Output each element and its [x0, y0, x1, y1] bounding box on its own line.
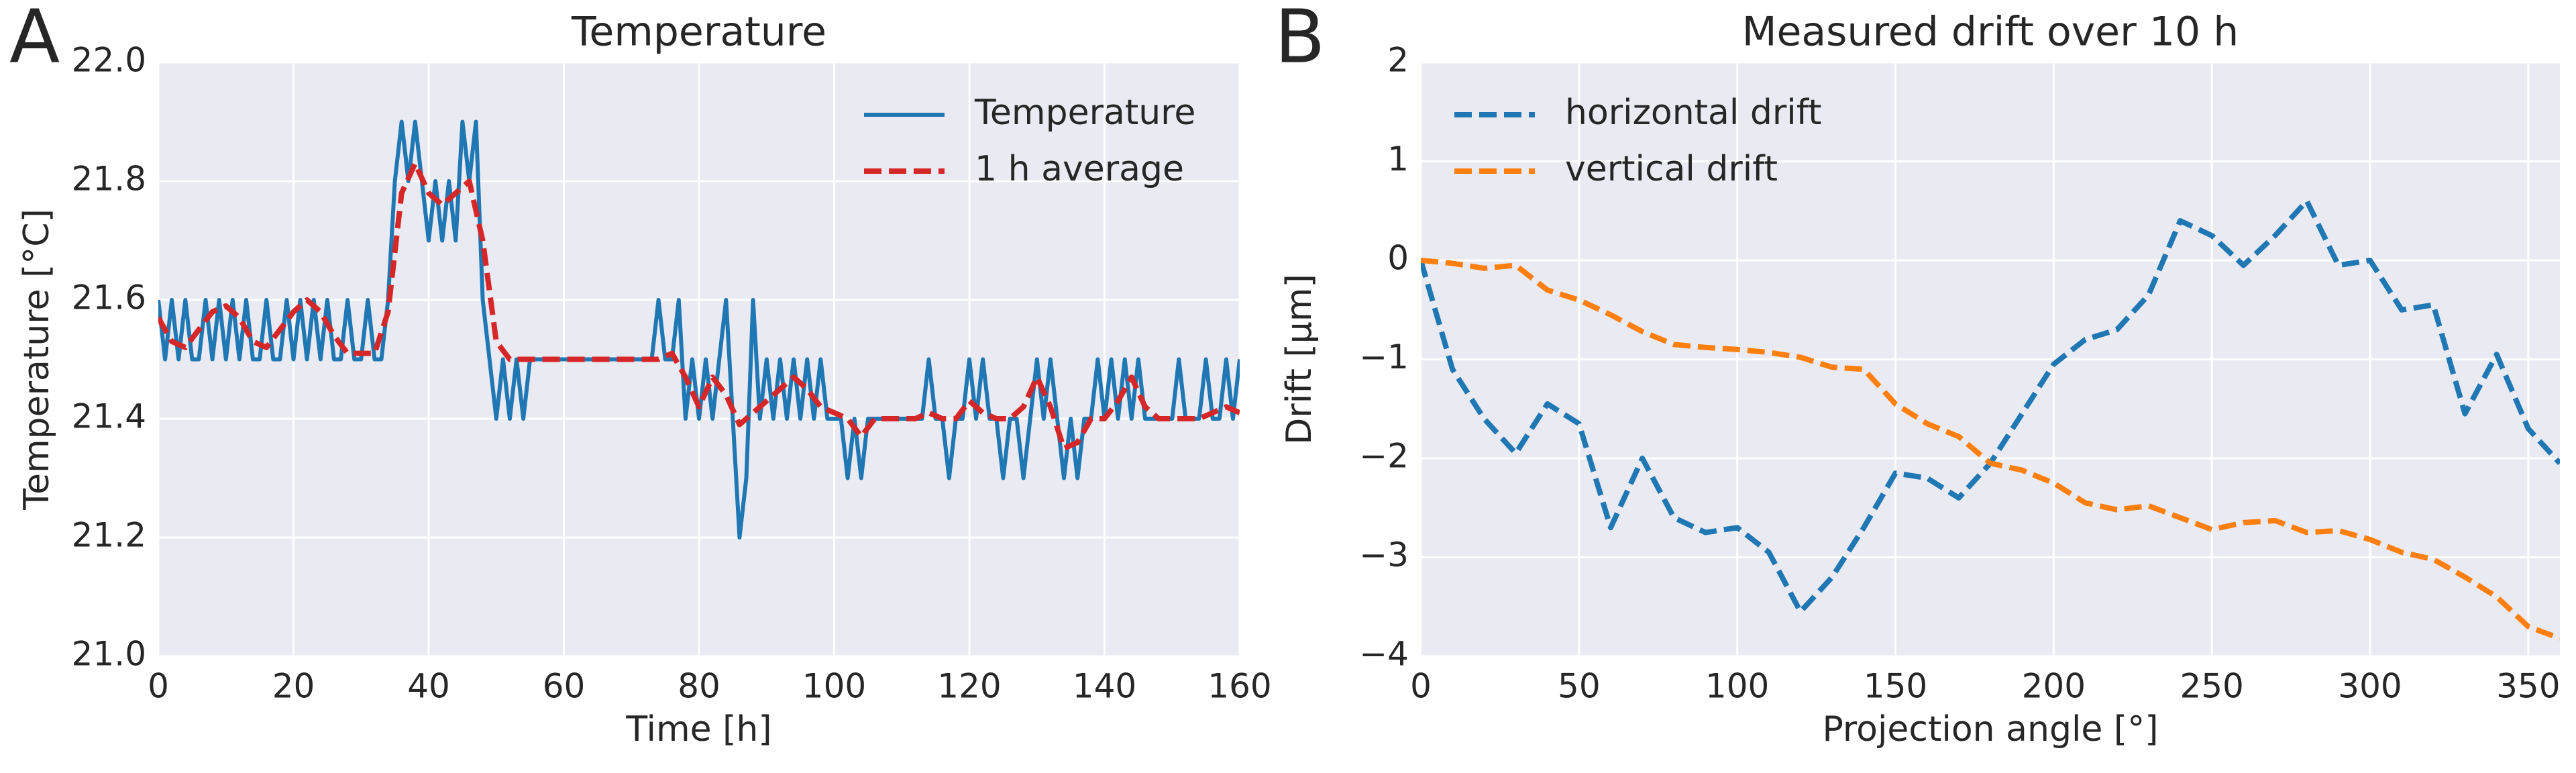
y-tick-label: −2: [1359, 437, 1409, 476]
x-tick-label: 20: [272, 667, 315, 706]
x-tick-label: 140: [1073, 667, 1136, 706]
x-tick-label: 100: [1705, 667, 1769, 706]
y-tick-label: 21.2: [72, 516, 146, 555]
y-tick-label: 2: [1387, 41, 1409, 80]
data-line: [1421, 258, 2560, 641]
x-tick-label: 80: [678, 667, 720, 706]
y-tick-label: 21.8: [72, 160, 146, 199]
y-tick-label: −4: [1359, 635, 1409, 674]
x-tick-label: 350: [2496, 667, 2560, 706]
y-tick-label: 21.0: [72, 635, 146, 674]
y-tick-label: 22.0: [72, 41, 146, 80]
x-axis-label: Projection angle [°]: [1822, 709, 2158, 750]
y-tick-label: 0: [1387, 239, 1409, 278]
legend-label: Temperature: [974, 93, 1195, 133]
legend-label: 1 h average: [975, 149, 1184, 189]
x-tick-label: 300: [2338, 667, 2402, 706]
x-tick-label: 150: [1864, 667, 1927, 706]
panel-label: B: [1275, 0, 1325, 79]
x-tick-label: 60: [543, 667, 586, 706]
x-tick-label: 160: [1208, 667, 1271, 706]
y-tick-label: −1: [1359, 338, 1409, 376]
y-axis-label: Drift [µm]: [1279, 274, 1320, 445]
x-tick-label: 250: [2180, 667, 2243, 706]
y-axis-label: Temperature [°C]: [17, 209, 57, 511]
chart-title: Measured drift over 10 h: [1742, 9, 2239, 56]
y-tick-label: 21.6: [72, 278, 146, 317]
y-tick-label: 1: [1387, 140, 1409, 178]
data-line: [158, 160, 1240, 452]
x-tick-label: 0: [148, 667, 169, 706]
x-tick-label: 120: [937, 667, 1001, 706]
legend-label: horizontal drift: [1565, 93, 1822, 133]
x-tick-label: 100: [802, 667, 866, 706]
panel-label: A: [9, 0, 60, 79]
x-tick-label: 50: [1558, 667, 1601, 706]
x-tick-label: 40: [407, 667, 450, 706]
legend-label: vertical drift: [1565, 149, 1778, 189]
y-tick-label: 21.4: [72, 397, 146, 436]
x-tick-label: 0: [1410, 667, 1432, 706]
y-tick-label: −3: [1359, 535, 1409, 574]
x-tick-label: 200: [2022, 667, 2086, 706]
chart-title: Temperature: [571, 9, 826, 56]
x-axis-label: Time [h]: [625, 709, 771, 750]
